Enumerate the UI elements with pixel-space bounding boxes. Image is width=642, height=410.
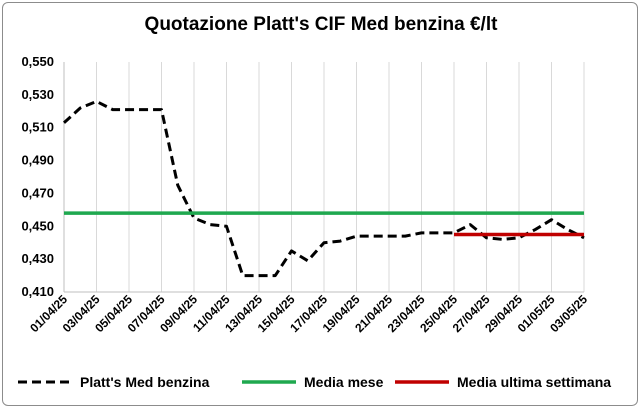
y-tick-label: 0,530 xyxy=(21,87,54,102)
legend-label: Platt's Med benzina xyxy=(80,374,210,390)
y-tick-label: 0,430 xyxy=(21,251,54,266)
y-tick-label: 0,490 xyxy=(21,153,54,168)
chart-title: Quotazione Platt's CIF Med benzina €/lt xyxy=(144,14,498,35)
legend-label: Media ultima settimana xyxy=(457,374,611,390)
legend-label: Media mese xyxy=(304,374,384,390)
y-tick-label: 0,550 xyxy=(21,54,54,69)
y-tick-label: 0,450 xyxy=(21,218,54,233)
y-tick-label: 0,470 xyxy=(21,185,54,200)
series-line-0 xyxy=(62,99,585,278)
y-tick-label: 0,410 xyxy=(21,284,54,299)
y-tick-label: 0,510 xyxy=(21,120,54,135)
chart-frame xyxy=(2,2,638,406)
